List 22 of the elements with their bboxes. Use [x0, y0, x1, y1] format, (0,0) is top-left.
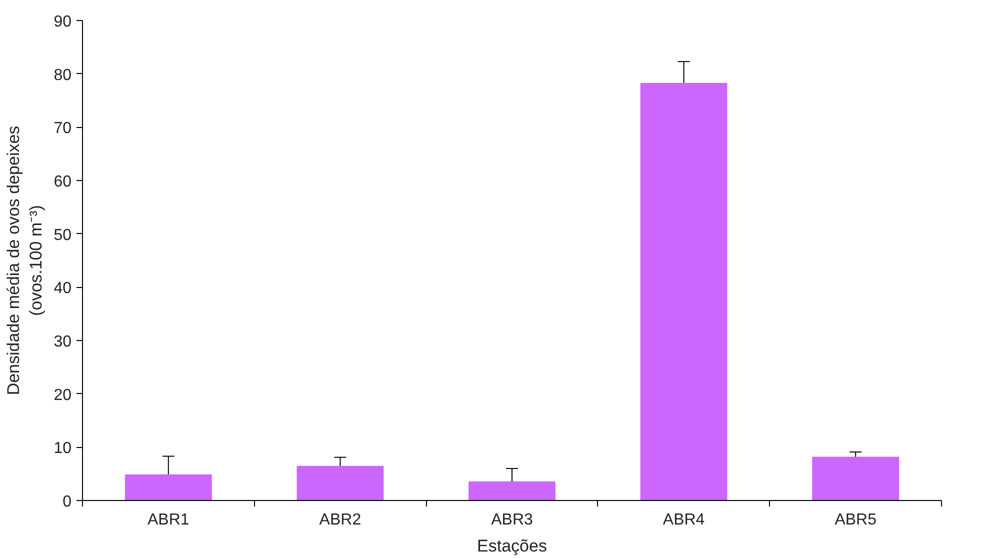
x-tick-label: ABR4 [662, 512, 705, 528]
x-tick-label: ABR3 [491, 512, 533, 528]
x-tick-label: ABR1 [148, 512, 190, 528]
bar [812, 456, 900, 500]
x-axis-title: Estações [477, 536, 547, 556]
y-tick-label: 10 [54, 440, 72, 458]
y-tick-label: 30 [54, 334, 72, 350]
x-tick-label: ABR5 [834, 512, 877, 528]
y-tick-label: 80 [54, 66, 72, 84]
y-tick-label: 40 [54, 280, 72, 298]
y-tick-label: 50 [54, 226, 72, 244]
y-tick-label: 0 [62, 494, 72, 510]
y-tick-label: 20 [54, 386, 72, 404]
bar [468, 481, 556, 500]
bar [640, 82, 728, 500]
bar [124, 474, 212, 500]
bar [296, 466, 384, 500]
y-tick-label: 90 [54, 14, 72, 30]
x-tick-label: ABR2 [319, 512, 362, 528]
y-tick-label: 60 [54, 174, 72, 190]
y-axis-title: Densidade média de ovos depeixes (ovos.100 m⁻³) [4, 126, 46, 396]
y-tick-label: 70 [54, 120, 72, 138]
